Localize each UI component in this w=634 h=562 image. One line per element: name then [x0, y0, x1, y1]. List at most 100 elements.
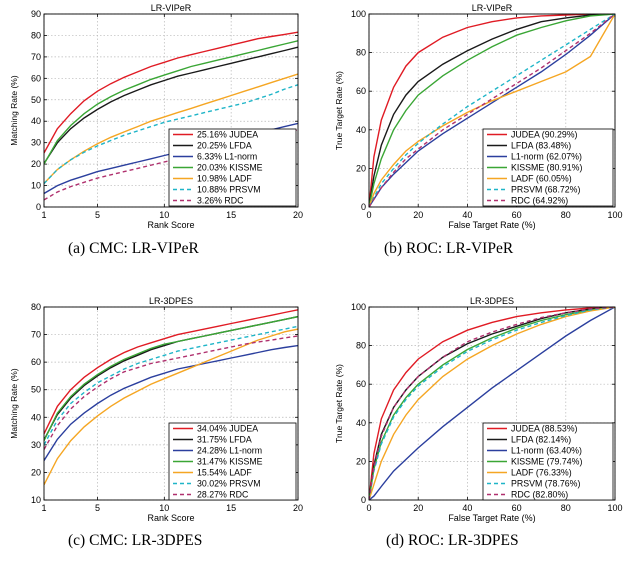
y-axis-label: True Target Rate (%) [334, 71, 344, 150]
series-line-judea [44, 309, 298, 435]
series-line-judea [44, 31, 298, 154]
x-tick-label: 15 [226, 210, 236, 220]
legend-entry-lfda: 31.75% LFDA [197, 435, 252, 445]
chart-title: LR-3DPES [470, 296, 514, 306]
legend-entry-prsvm: 10.88% PRSVM [197, 185, 261, 195]
y-tick-label: 20 [356, 456, 366, 466]
series-line-prsvm [44, 325, 298, 446]
x-tick-label: 10 [159, 503, 169, 513]
series-line-judea [369, 14, 615, 207]
legend-entry-judea: 25.16% JUDEA [197, 130, 258, 140]
x-tick-label: 0 [366, 503, 371, 513]
caption-d: (d) ROC: LR-3DPES [386, 532, 519, 549]
y-tick-label: 80 [31, 302, 41, 312]
legend-entry-judea: JUDEA (90.29%) [511, 130, 578, 140]
legend-entry-kissme: KISSME (80.91%) [511, 163, 582, 173]
series-line-prsvm [369, 14, 615, 207]
series-line-ladf [369, 307, 615, 500]
legend-entry-judea: JUDEA (88.53%) [511, 424, 578, 434]
caption-b: (b) ROC: LR-VIPeR [384, 240, 514, 257]
series-line-ladf [44, 328, 298, 486]
legend-entry-kissme: 31.47% KISSME [197, 457, 263, 467]
series-line-judea [369, 307, 615, 500]
y-tick-label: 50 [31, 95, 41, 105]
y-tick-label: 20 [356, 163, 366, 173]
chart-panel-roc-lr-3dpes: 0 20 40 60 80 100 0 20 40 60 80 100 LR-3DPES False Ta… [334, 296, 623, 523]
x-axis-label: Rank Score [147, 220, 194, 230]
y-tick-label: 70 [31, 330, 41, 340]
x-axis-label: False Target Rate (%) [448, 513, 535, 523]
y-tick-label: 10 [31, 495, 41, 505]
y-tick-label: 100 [351, 302, 366, 312]
series-line-kissme [44, 40, 298, 165]
legend-entry-l1-norm: L1-norm (63.40%) [511, 446, 582, 456]
x-tick-label: 80 [561, 503, 571, 513]
legend-entry-rdc: 28.27% RDC [197, 490, 249, 500]
y-tick-label: 10 [31, 181, 41, 191]
y-tick-label: 100 [351, 9, 366, 19]
y-tick-label: 80 [31, 30, 41, 40]
legend-entry-kissme: 20.03% KISSME [197, 163, 263, 173]
x-tick-label: 60 [512, 210, 522, 220]
y-tick-label: 30 [31, 138, 41, 148]
x-tick-label: 60 [512, 503, 522, 513]
caption-c: (c) CMC: LR-3DPES [68, 532, 203, 549]
y-axis-label: Matching Rate (%) [9, 75, 19, 146]
chart-title: LR-VIPeR [472, 3, 513, 13]
series-line-ladf [44, 73, 298, 184]
legend-entry-prsvm: 30.02% PRSVM [197, 479, 261, 489]
x-tick-label: 100 [607, 210, 622, 220]
x-tick-label: 15 [226, 503, 236, 513]
series-line-lfda [44, 46, 298, 164]
y-tick-label: 60 [31, 73, 41, 83]
series-line-rdc [369, 14, 615, 207]
y-tick-label: 60 [356, 379, 366, 389]
y-tick-label: 50 [31, 385, 41, 395]
series-line-rdc [44, 335, 298, 450]
x-tick-label: 1 [41, 503, 46, 513]
y-tick-label: 40 [31, 412, 41, 422]
plot-frame [43, 13, 299, 208]
y-tick-label: 20 [31, 159, 41, 169]
series-line-kissme [44, 315, 298, 442]
y-tick-label: 0 [36, 202, 41, 212]
x-tick-label: 20 [413, 503, 423, 513]
series-line-l1-norm [369, 14, 615, 207]
series-line-ladf [369, 14, 615, 207]
y-tick-label: 70 [31, 52, 41, 62]
x-tick-label: 10 [159, 210, 169, 220]
y-tick-label: 40 [356, 125, 366, 135]
chart-panel-roc-lr-viper: 0 20 40 60 80 100 0 20 40 60 80 100 LR-VIPeR False Ta… [334, 3, 623, 230]
series-line-prsvm [369, 307, 615, 500]
series-line-l1-norm [44, 344, 298, 461]
legend-entry-rdc: RDC (64.92%) [511, 196, 568, 206]
x-tick-label: 5 [95, 503, 100, 513]
legend-entry-rdc: RDC (82.80%) [511, 490, 568, 500]
legend-entry-ladf: 10.98% LADF [197, 174, 252, 184]
y-tick-label: 90 [31, 9, 41, 19]
y-tick-label: 60 [356, 86, 366, 96]
chart-title: LR-3DPES [149, 296, 193, 306]
legend-entry-kissme: KISSME (79.74%) [511, 457, 582, 467]
y-tick-label: 30 [31, 440, 41, 450]
x-axis-label: Rank Score [147, 513, 194, 523]
legend-entry-ladf: LADF (60.05%) [511, 174, 572, 184]
x-tick-label: 0 [366, 210, 371, 220]
legend-entry-l1-norm: 6.33% L1-norm [197, 152, 257, 162]
x-tick-label: 20 [293, 210, 303, 220]
legend-entry-prsvm: PRSVM (68.72%) [511, 185, 580, 195]
legend-entry-prsvm: PRSVM (78.76%) [511, 479, 580, 489]
x-tick-label: 20 [293, 503, 303, 513]
chart-panel-cmc-lr-viper: 1 5 10 15 200102030405060708090LR-VIPeRRank … [9, 3, 303, 230]
x-tick-label: 40 [462, 503, 472, 513]
y-tick-label: 40 [31, 116, 41, 126]
x-tick-label: 1 [41, 210, 46, 220]
legend-entry-ladf: 15.54% LADF [197, 468, 252, 478]
legend-entry-l1-norm: L1-norm (62.07%) [511, 152, 582, 162]
series-line-rdc [369, 307, 615, 500]
x-tick-label: 80 [561, 210, 571, 220]
legend-entry-lfda: LFDA (82.14%) [511, 435, 571, 445]
legend-entry-ladf: LADF (76.33%) [511, 468, 572, 478]
